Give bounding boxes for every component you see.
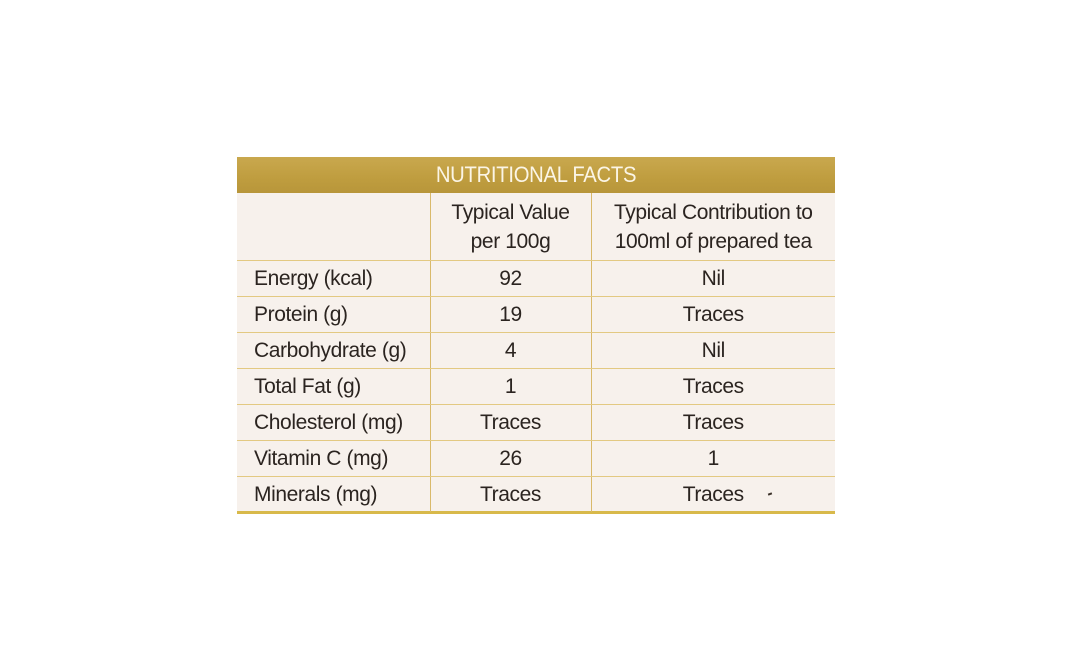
header-per-100ml-line-1: Typical Contribution to xyxy=(613,200,813,224)
table-row: Total Fat (g) 1 Traces xyxy=(237,368,835,405)
value-per-100g: 19 xyxy=(430,296,592,333)
table-row: Energy (kcal) 92 Nil xyxy=(237,260,835,297)
table-row: Vitamin C (mg) 26 1 xyxy=(237,440,835,477)
nutrient-name: Minerals (mg) xyxy=(237,476,431,512)
table-row: Cholesterol (mg) Traces Traces xyxy=(237,404,835,441)
nutrient-name: Protein (g) xyxy=(237,296,431,333)
table-title: NUTRITIONAL FACTS xyxy=(260,157,812,193)
value-per-100g: 92 xyxy=(430,260,592,297)
value-per-100ml: Traces xyxy=(682,483,744,506)
table-row: Protein (g) 19 Traces xyxy=(237,296,835,333)
value-per-100ml: Traces xyxy=(591,296,835,333)
nutrient-name: Total Fat (g) xyxy=(237,368,431,405)
nutrient-name: Energy (kcal) xyxy=(237,260,431,297)
nutrient-name: Carbohydrate (g) xyxy=(237,332,431,369)
value-per-100g: 4 xyxy=(430,332,592,369)
header-per-100g: Typical Value per 100g xyxy=(430,193,592,261)
value-per-100g: Traces xyxy=(430,476,592,512)
header-per-100ml-line-2: 100ml of prepared tea xyxy=(614,229,812,253)
header-nutrient xyxy=(237,193,431,261)
value-per-100g: 1 xyxy=(430,368,592,405)
value-per-100ml: Nil xyxy=(591,260,835,297)
header-per-100g-line-2: per 100g xyxy=(470,229,551,253)
nutrient-name: Cholesterol (mg) xyxy=(237,404,431,441)
value-per-100ml: Traces xyxy=(591,404,835,441)
value-per-100ml: 1 xyxy=(591,440,835,477)
table-row: Carbohydrate (g) 4 Nil xyxy=(237,332,835,369)
header-row: Typical Value per 100g Typical Contribut… xyxy=(237,193,835,261)
nutrient-name: Vitamin C (mg) xyxy=(237,440,431,477)
value-per-100g: 26 xyxy=(430,440,592,477)
header-per-100g-line-1: Typical Value xyxy=(451,200,570,224)
value-per-100ml: Traces xyxy=(591,368,835,405)
nutrition-table: Typical Value per 100g Typical Contribut… xyxy=(237,193,835,512)
value-per-100g: Traces xyxy=(430,404,592,441)
nutrition-label: NUTRITIONAL FACTS Typical Value per 100g… xyxy=(237,157,835,514)
title-bar: NUTRITIONAL FACTS xyxy=(237,157,835,193)
header-per-100ml: Typical Contribution to 100ml of prepare… xyxy=(591,193,835,261)
value-per-100ml: Nil xyxy=(591,332,835,369)
table-row: Minerals (mg) Traces Traces xyxy=(237,476,835,512)
